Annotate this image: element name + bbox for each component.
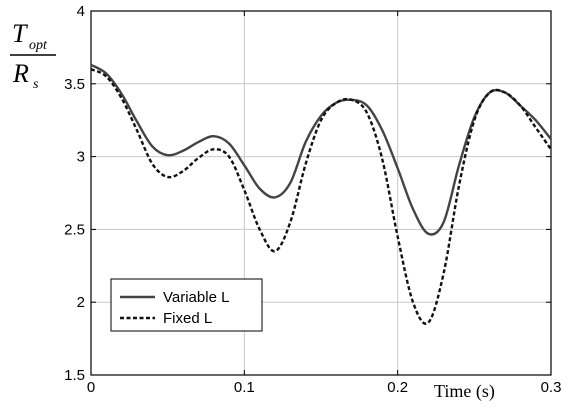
x-tick-label: 0.1 [234, 379, 255, 396]
x-tick-label: 0.2 [387, 379, 408, 396]
legend-label-variable-l: Variable L [163, 289, 229, 306]
y-tick-label: 1.5 [64, 367, 85, 384]
x-tick-label: 0 [87, 379, 95, 396]
x-tick-label: 0.3 [541, 379, 562, 396]
plot-area [90, 10, 552, 376]
y-tick-label: 4 [77, 3, 85, 20]
series-layer [90, 63, 552, 325]
ylabel-numerator-sub: opt [29, 38, 48, 53]
ylabel-denominator-sub: s [33, 77, 39, 92]
ylabel-numerator: T [12, 19, 28, 48]
y-tick-label: 2 [77, 294, 85, 311]
legend-label-fixed-l: Fixed L [163, 310, 212, 327]
y-tick-label: 3 [77, 149, 85, 166]
legend-box [110, 278, 263, 332]
y-axis-label: T opt R s [10, 19, 56, 92]
legend: Variable L Fixed L [110, 278, 263, 332]
series-line-fixed-l [90, 68, 552, 325]
axis-ticks: 0 0.1 0.2 0.3 1.5 2 2.5 3 3.5 4 [64, 3, 561, 396]
ylabel-denominator: R [12, 59, 29, 88]
y-tick-label: 2.5 [64, 221, 85, 238]
y-tick-label: 3.5 [64, 76, 85, 93]
x-axis-label: Time (s) [434, 381, 495, 402]
